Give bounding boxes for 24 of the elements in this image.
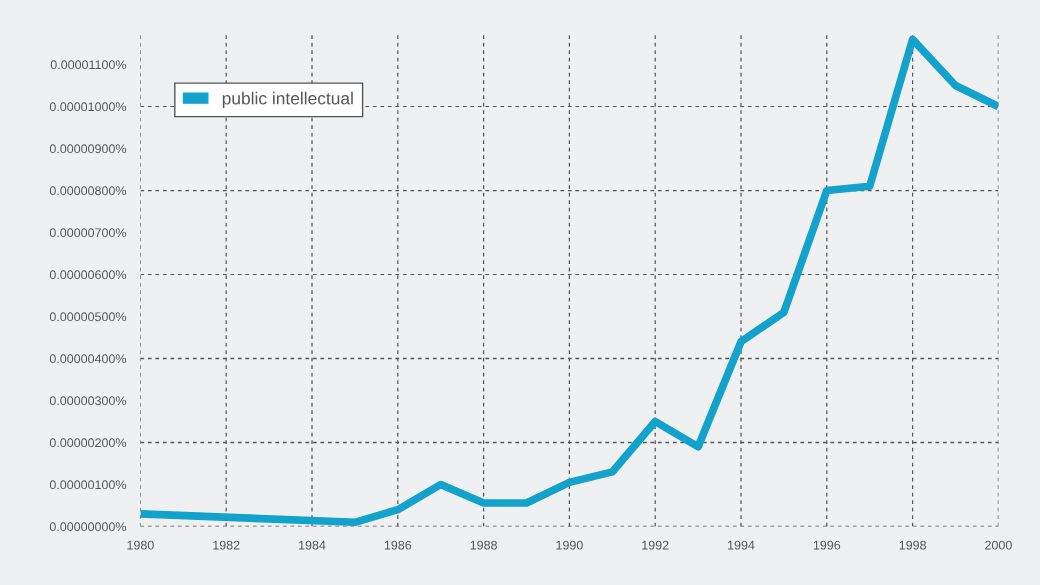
x-tick-label: 1982 <box>213 540 240 550</box>
y-tick-label: 0.00000400% <box>49 354 127 364</box>
x-tick-label: 1988 <box>470 540 497 550</box>
legend-label: public intellectual <box>222 91 353 108</box>
x-tick-label: 1994 <box>728 540 755 550</box>
x-tick-label: 1984 <box>299 540 326 550</box>
y-tick-label: 0.00001000% <box>49 102 127 112</box>
y-tick-label: 0.00000500% <box>49 312 127 322</box>
y-tick-label: 0.00000600% <box>49 270 127 280</box>
y-tick-label: 0.00000800% <box>49 186 127 196</box>
x-tick-label: 1980 <box>127 540 154 550</box>
y-tick-label: 0.00000200% <box>49 438 127 448</box>
y-tick-label: 0.00000700% <box>49 228 127 238</box>
x-tick-label: 1992 <box>642 540 669 550</box>
x-tick-label: 2000 <box>985 540 1012 550</box>
y-tick-label: 0.00000000% <box>49 522 127 532</box>
x-tick-label: 1986 <box>384 540 412 550</box>
x-tick-label: 1998 <box>899 540 926 550</box>
y-tick-label: 0.00000300% <box>49 396 127 406</box>
y-tick-label: 0.00000100% <box>49 480 127 490</box>
x-tick-label: 1996 <box>813 540 841 550</box>
x-tick-label: 1990 <box>556 540 583 550</box>
y-tick-label: 0.00001100% <box>50 60 127 70</box>
y-tick-label: 0.00000900% <box>49 144 127 154</box>
